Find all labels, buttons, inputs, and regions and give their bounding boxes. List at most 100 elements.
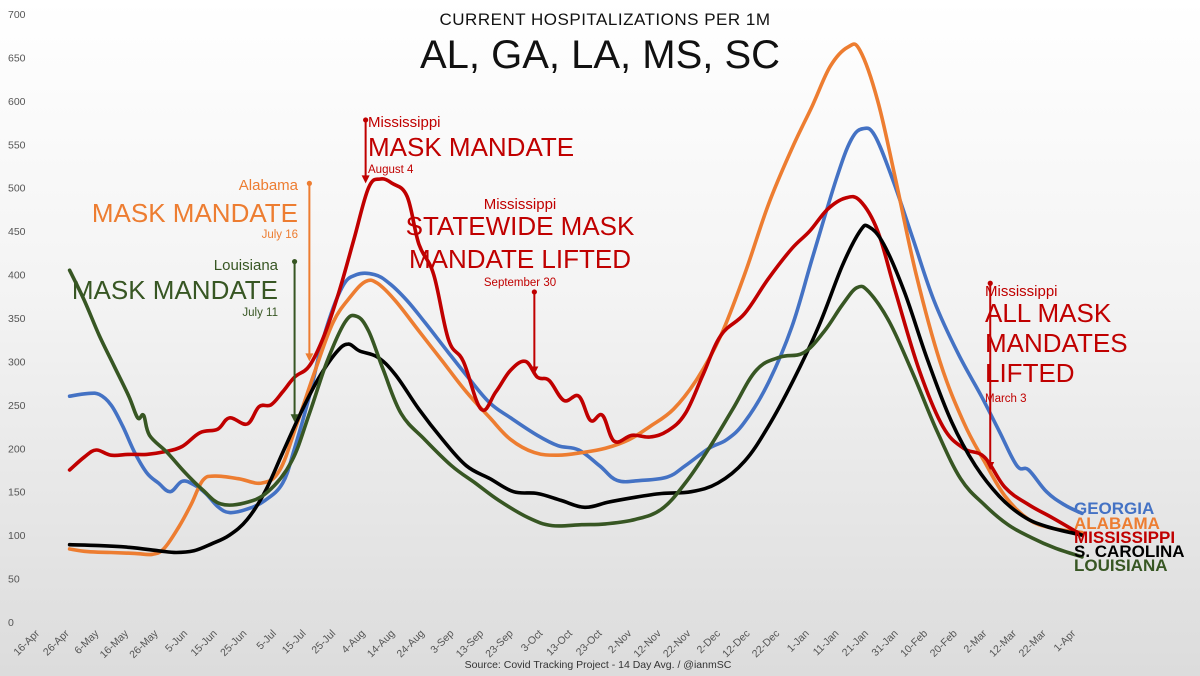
annotation-marker-arrow xyxy=(361,175,370,184)
x-tick-label: 13-Sep xyxy=(454,628,487,661)
x-tick-label: 23-Oct xyxy=(574,628,605,659)
annotation-marker-arrow xyxy=(290,414,299,423)
annotation-headline: ALL MASK xyxy=(985,298,1112,328)
annotation-marker-dot xyxy=(987,280,993,286)
annotation-headline: MANDATES xyxy=(985,328,1128,358)
annotation-headline: LIFTED xyxy=(985,358,1075,388)
annotation-headline: MASK MANDATE xyxy=(92,198,298,228)
legend-louisiana: LOUISIANA xyxy=(1074,556,1168,575)
annotation-marker-arrow xyxy=(530,366,539,375)
legend-alabama: ALABAMA xyxy=(1074,514,1160,533)
x-tick-label: 26-May xyxy=(127,627,161,661)
x-tick-label: 22-Nov xyxy=(661,627,694,660)
x-tick-label: 10-Feb xyxy=(898,628,930,660)
annotation-label: Louisiana xyxy=(214,257,279,274)
x-tick-label: 15-Jun xyxy=(189,628,220,659)
annotation-headline: STATEWIDE MASK xyxy=(406,211,635,241)
x-tick-label: 15-Jul xyxy=(280,628,309,657)
series-line-louisiana xyxy=(67,268,1084,559)
series-line-mississippi xyxy=(67,177,1084,537)
annotation-label: Alabama xyxy=(239,177,299,194)
x-tick-label: 22-Mar xyxy=(1017,627,1049,659)
y-tick-label: 650 xyxy=(8,52,26,64)
legend-mississippi: MISSISSIPPI xyxy=(1074,528,1175,547)
annotation-date: September 30 xyxy=(484,277,556,289)
y-tick-label: 600 xyxy=(8,96,26,108)
series-line-georgia xyxy=(67,126,1084,516)
annotation-marker-dot xyxy=(531,289,537,295)
series-lines xyxy=(67,42,1084,559)
x-tick-label: 26-Apr xyxy=(41,627,72,658)
annotation-date: August 4 xyxy=(368,164,414,176)
y-tick-label: 100 xyxy=(8,530,26,542)
x-tick-label: 3-Sep xyxy=(428,628,456,656)
x-tick-label: 20-Feb xyxy=(928,628,960,660)
x-tick-label: 16-May xyxy=(98,627,132,661)
x-tick-label: 22-Dec xyxy=(750,628,782,660)
annotation-marker-arrow xyxy=(986,462,995,470)
y-tick-label: 450 xyxy=(8,226,26,238)
legend-s-carolina: S. CAROLINA xyxy=(1074,542,1185,561)
y-tick-label: 500 xyxy=(8,183,26,195)
y-tick-label: 700 xyxy=(8,9,26,21)
x-tick-label: 4-Aug xyxy=(339,628,367,656)
chart-source: Source: Covid Tracking Project - 14 Day … xyxy=(465,659,732,671)
x-tick-label: 31-Jan xyxy=(869,628,900,659)
x-tick-label: 1-Apr xyxy=(1052,627,1079,654)
y-tick-label: 350 xyxy=(8,313,26,325)
x-tick-label: 1-Jan xyxy=(785,628,812,655)
y-tick-label: 50 xyxy=(8,574,20,586)
annotation-headline: MANDATE LIFTED xyxy=(409,244,631,274)
annotation-headline: MASK MANDATE xyxy=(368,132,574,162)
x-tick-label: 5-Jul xyxy=(254,628,279,653)
x-tick-label: 12-Nov xyxy=(631,627,664,660)
x-tick-label: 11-Jan xyxy=(811,628,842,659)
annotation-date: July 16 xyxy=(262,229,298,241)
series-line-s-carolina xyxy=(67,223,1084,555)
x-tick-label: 25-Jun xyxy=(218,628,249,659)
x-tick-label: 2-Mar xyxy=(962,627,990,655)
y-tick-label: 200 xyxy=(8,443,26,455)
annotation-label: Mississippi xyxy=(985,283,1058,300)
annotation-marker-arrow xyxy=(305,353,314,362)
x-tick-label: 23-Sep xyxy=(483,628,516,661)
x-tick-label: 25-Jul xyxy=(309,628,338,657)
y-tick-label: 0 xyxy=(8,617,14,629)
annotation-marker-dot xyxy=(291,258,298,265)
annotation-date: March 3 xyxy=(985,393,1027,405)
legend-georgia: GEORGIA xyxy=(1074,499,1154,518)
y-tick-label: 250 xyxy=(8,400,26,412)
annotation-headline: MASK MANDATE xyxy=(72,275,278,305)
x-tick-label: 12-Dec xyxy=(720,628,752,660)
annotation-label: Mississippi xyxy=(368,114,441,131)
annotation-marker-dot xyxy=(363,117,369,123)
x-tick-label: 24-Aug xyxy=(395,628,428,661)
x-tick-label: 3-Oct xyxy=(519,628,546,655)
y-axis: 0 50 100 150 200 250 300 350 400 450 500 550 600 650 7… xyxy=(8,9,26,629)
annotation-marker-dot xyxy=(306,180,312,186)
chart-subtitle: AL, GA, LA, MS, SC xyxy=(420,33,780,77)
x-tick-label: 16-Apr xyxy=(11,627,42,658)
y-tick-label: 400 xyxy=(8,270,26,282)
x-tick-label: 12-Mar xyxy=(987,627,1019,659)
y-tick-label: 550 xyxy=(8,139,26,151)
annotation-date: July 11 xyxy=(242,307,278,319)
y-tick-label: 300 xyxy=(8,356,26,368)
x-tick-label: 13-Oct xyxy=(544,628,575,659)
y-tick-label: 150 xyxy=(8,487,26,499)
x-tick-label: 2-Dec xyxy=(695,628,723,656)
annotation-label: Mississippi xyxy=(484,196,557,213)
x-tick-label: 14-Aug xyxy=(365,628,398,661)
chart-title: CURRENT HOSPITALIZATIONS PER 1M xyxy=(440,10,771,29)
series-line-alabama xyxy=(67,42,1084,557)
